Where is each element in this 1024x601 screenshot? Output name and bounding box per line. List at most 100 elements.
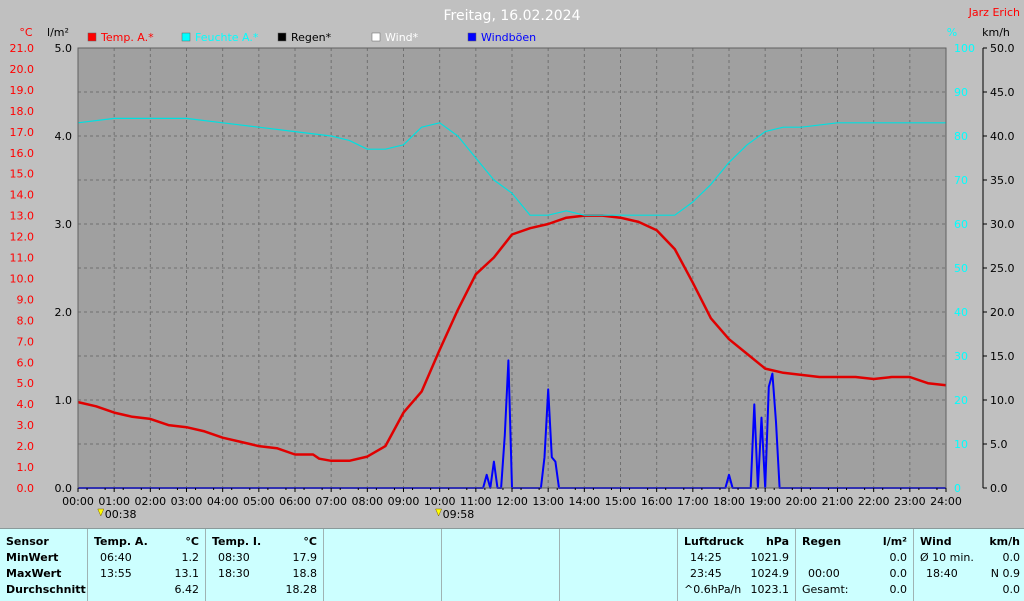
wind-axis-label: 20.0 [990,306,1015,319]
luftdruck-header: Luftdruck [684,535,744,548]
x-tick-label: 12:00 [496,495,528,508]
regen-max-value: 0.0 [889,567,908,580]
series-line-humidity [77,117,946,216]
x-tick-label: 22:00 [858,495,890,508]
regen-max-time: 00:00 [808,567,840,580]
wind-header: Wind [920,535,952,548]
temp-a-header: Temp. A. [94,535,148,548]
temp-i-min-time: 08:30 [218,551,250,564]
x-tick-label: 15:00 [605,495,637,508]
x-tick-label: 06:00 [279,495,311,508]
wind-axis-label: 45.0 [990,86,1015,99]
wind-avg-value: 0.0 [1002,583,1021,596]
rain-axis-label: 0.0 [55,482,73,495]
x-tick-label: 20:00 [785,495,817,508]
x-tick-label: 07:00 [315,495,347,508]
regen-header: Regen [802,535,842,548]
humidity-axis-label: 50 [954,262,968,275]
stats-row-avg-label: Durchschnitt [6,583,86,596]
temp-axis-label: 11.0 [10,252,35,265]
x-tick-label: 04:00 [207,495,239,508]
series-line-temp [77,214,947,463]
wind-axis-label: 15.0 [990,350,1015,363]
legend-label: Temp. A.* [100,31,154,44]
temp-axis-unit: °C [19,26,33,39]
humidity-axis-label: 80 [954,130,968,143]
regen-unit: l/m² [882,535,907,548]
temp-a-min-time: 06:40 [100,551,132,564]
temp-a-avg-value: 6.42 [174,583,200,596]
temp-i-header: Temp. I. [212,535,262,548]
temp-axis-label: 18.0 [10,105,35,118]
x-tick-label: 14:00 [568,495,600,508]
wind-axis-label: 25.0 [990,262,1015,275]
rain-axis-label: 5.0 [55,42,73,55]
humidity-axis-label: 20 [954,394,968,407]
wind-axis-label: 30.0 [990,218,1015,231]
x-tick-label: 00:00 [62,495,94,508]
weather-chart: 00:00 01:00 02:00 03:00 04:00 05:00 06:00 07:00… [9,6,1021,521]
temp-axis-label: 14.0 [10,189,35,202]
stats-col-wind: Wind km/h Ø 10 min. 0.0 18:40 N 0.9 0.0 [914,529,1024,601]
wind-max-time: 18:40 [926,567,958,580]
rain-axis-label: 2.0 [55,306,73,319]
wind-min-label: Ø 10 min. [920,551,974,564]
x-tick-label: 10:00 [424,495,456,508]
legend-swatch [87,32,97,42]
temp-i-max-time: 18:30 [218,567,250,580]
wind-min-value: 0.0 [1002,551,1021,564]
x-tick-label: 11:00 [460,495,492,508]
stats-col-empty-3 [560,529,678,601]
x-tick-label: 13:00 [532,495,564,508]
stats-sensor-header: Sensor [6,535,49,548]
wind-axis-label: 35.0 [990,174,1015,187]
temp-axis-label: 5.0 [17,377,35,390]
legend-label: Feuchte A.* [195,31,259,44]
temp-axis-label: 17.0 [10,126,35,139]
luftdruck-min-value: 1021.9 [750,551,790,564]
legend-label: Regen* [291,31,332,44]
temp-axis-label: 3.0 [17,419,35,432]
stats-table: Sensor MinWert MaxWert Durchschnitt Temp… [0,528,1024,601]
luftdruck-trend: ^0.6hPa/h [684,583,742,596]
x-tick-label: 24:00 [930,495,962,508]
temp-axis-label: 4.0 [17,398,35,411]
temp-axis-label: 8.0 [17,314,35,327]
ticks: 00:00 01:00 02:00 03:00 04:00 05:00 06:00 07:00… [10,42,1015,521]
rain-axis-label: 1.0 [55,394,73,407]
stats-col-sensor: Sensor MinWert MaxWert Durchschnitt [0,529,88,601]
wind-axis-label: 40.0 [990,130,1015,143]
luftdruck-max-value: 1024.9 [750,567,790,580]
temp-axis-label: 12.0 [10,231,35,244]
legend-swatch [277,32,287,42]
x-tick-label: 21:00 [822,495,854,508]
temp-a-min-value: 1.2 [181,551,200,564]
temp-axis-label: 0.0 [17,482,35,495]
x-tick-label: 05:00 [243,495,275,508]
rain-axis-label: 3.0 [55,218,73,231]
temp-axis-label: 21.0 [10,42,35,55]
temp-a-max-time: 13:55 [100,567,132,580]
rain-axis-label: 4.0 [55,130,73,143]
chart-svg: 00:00 01:00 02:00 03:00 04:00 05:00 06:00 07:00… [10,6,1021,521]
temp-axis-label: 19.0 [10,84,35,97]
x-tick-label: 16:00 [641,495,673,508]
luftdruck-max-time: 23:45 [690,567,722,580]
x-tick-label: 02:00 [134,495,166,508]
stats-row-min-label: MinWert [6,551,59,564]
wind-axis-label: 5.0 [990,438,1008,451]
temp-i-max-value: 18.8 [292,567,318,580]
regen-min-value: 0.0 [889,551,908,564]
stats-col-temp-a: Temp. A. °C 06:40 1.2 13:55 13.1 6.42 [88,529,206,601]
humidity-axis-label: 40 [954,306,968,319]
luftdruck-min-time: 14:25 [690,551,722,564]
wind-unit: km/h [989,535,1020,548]
temp-i-avg-value: 18.28 [285,583,318,596]
legend-swatch [181,32,191,42]
stats-row-max-label: MaxWert [6,567,62,580]
stats-col-temp-i: Temp. I. °C 08:30 17.9 18:30 18.8 18.28 [206,529,324,601]
legend-swatch [371,32,381,42]
sun-marker-icon [435,508,442,517]
wind-axis-unit: km/h [982,26,1010,39]
rain-axis-unit: l/m² [47,26,69,39]
